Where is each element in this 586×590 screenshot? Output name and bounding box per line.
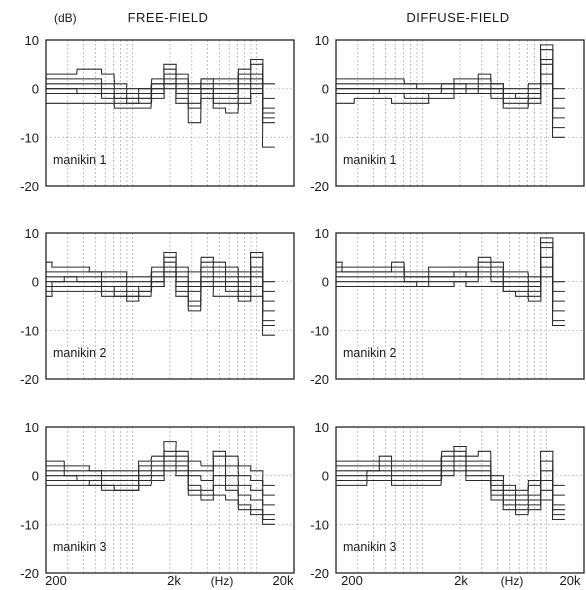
series-step-line-5 [46, 271, 275, 322]
series-step-line-3 [46, 455, 275, 506]
panel-diffuse-field-2: 10 0 -10 -20 manikin 2 [310, 226, 585, 387]
series-step-line-4 [46, 460, 275, 516]
series-step-line-6 [336, 470, 565, 521]
y-tick-label: -20 [20, 566, 39, 581]
panel-label: manikin 1 [53, 153, 107, 167]
y-tick-label: 10 [315, 226, 329, 241]
panel-label: manikin 2 [53, 346, 107, 360]
series-step-line-4 [336, 256, 565, 312]
x-unit-label-right: (Hz) [501, 574, 524, 588]
y-tick-label: -20 [310, 372, 329, 387]
x-unit-label-left: (Hz) [211, 574, 234, 588]
series-step-line-5 [336, 266, 565, 322]
series-step-line-2 [336, 49, 565, 99]
series-step-line-6 [336, 276, 565, 327]
series-step-line-2 [46, 256, 275, 292]
x-tick-20k-left: 20k [273, 573, 294, 588]
y-tick-label: 10 [315, 33, 329, 48]
plot-frame [45, 426, 295, 574]
series-step-line-3 [336, 247, 565, 302]
series-step-line-6 [46, 271, 275, 327]
series-step-line-6 [336, 83, 565, 138]
series-step-line-2 [336, 450, 565, 496]
series-step-line-5 [336, 465, 565, 516]
series-step-line-4 [336, 63, 565, 119]
series-step-line-7 [46, 88, 275, 148]
y-tick-label: -10 [20, 130, 39, 145]
y-tick-label: 0 [32, 275, 39, 290]
panel-grid: 10 0 -10 -20 manikin 1 10 0 -10 -20 manikin 1 10 0 -… [20, 33, 585, 581]
x-tick-2k-right: 2k [454, 573, 468, 588]
panel-label: manikin 3 [343, 540, 397, 554]
y-tick-label: -10 [20, 323, 39, 338]
y-tick-label: 10 [25, 420, 39, 435]
y-tick-label: -20 [310, 179, 329, 194]
plot-frame [335, 39, 585, 187]
y-tick-label: 10 [315, 420, 329, 435]
series-step-line-2 [46, 450, 275, 496]
plot-frame [335, 232, 585, 380]
y-tick-label: -10 [310, 130, 329, 145]
series-step-line-7 [46, 276, 275, 336]
y-tick-label: -20 [20, 179, 39, 194]
series-step-line-3 [46, 73, 275, 109]
y-tick-label: -20 [310, 566, 329, 581]
y-tick-label: 0 [322, 469, 329, 484]
y-unit-label: (dB) [54, 11, 77, 25]
y-tick-label: 0 [32, 469, 39, 484]
y-tick-label: 0 [32, 82, 39, 97]
column-title-free-field: FREE-FIELD [128, 10, 209, 25]
panel-diffuse-field-1: 10 0 -10 -20 manikin 1 [310, 33, 585, 194]
series-step-line-1 [336, 237, 565, 283]
panel-free-field-3: 10 0 -10 -20 manikin 3 [20, 420, 295, 581]
series-step-line-1 [336, 44, 565, 90]
plot-frame [335, 426, 585, 574]
y-tick-label: 0 [322, 275, 329, 290]
series-step-line-4 [336, 460, 565, 511]
series-step-line-6 [46, 83, 275, 124]
series-step-line-5 [336, 73, 565, 129]
y-tick-label: -10 [310, 323, 329, 338]
series-step-line-4 [46, 266, 275, 312]
y-tick-label: -10 [20, 517, 39, 532]
series-step-line-3 [46, 261, 275, 302]
x-tick-2k-left: 2k [167, 573, 181, 588]
y-tick-label: -10 [310, 517, 329, 532]
panel-diffuse-field-3: 10 0 -10 -20 manikin 3 [310, 420, 585, 581]
column-title-diffuse-field: DIFFUSE-FIELD [406, 10, 509, 25]
x-tick-200-right: 200 [341, 573, 363, 588]
panel-label: manikin 3 [53, 540, 107, 554]
plot-frame [45, 39, 295, 187]
y-tick-label: -20 [20, 372, 39, 387]
x-tick-200-left: 200 [45, 573, 67, 588]
panel-free-field-2: 10 0 -10 -20 manikin 2 [20, 226, 295, 387]
y-tick-label: 0 [322, 82, 329, 97]
x-tick-20k-right: 20k [560, 573, 581, 588]
series-step-line-1 [336, 445, 565, 491]
panel-label: manikin 1 [343, 153, 397, 167]
series-step-line-2 [46, 63, 275, 99]
series-step-line-6 [46, 470, 275, 525]
series-step-line-1 [46, 441, 275, 486]
plot-frame [45, 232, 295, 380]
y-tick-label: 10 [25, 226, 39, 241]
series-step-line-5 [46, 465, 275, 521]
series-step-line-1 [46, 251, 275, 283]
panel-label: manikin 2 [343, 346, 397, 360]
y-tick-label: 10 [25, 33, 39, 48]
panel-free-field-1: 10 0 -10 -20 manikin 1 [20, 33, 295, 194]
